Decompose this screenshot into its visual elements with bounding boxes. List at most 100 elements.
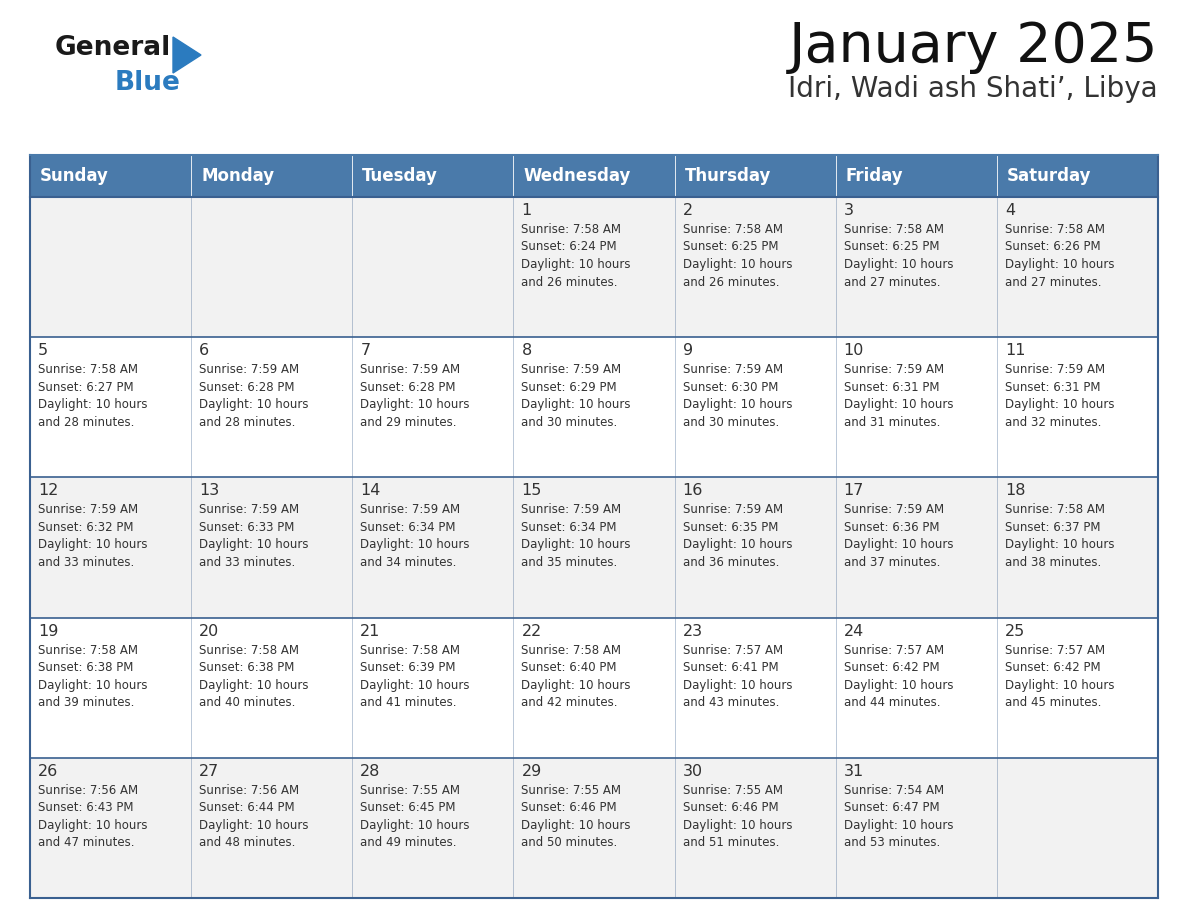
Text: 25: 25 bbox=[1005, 623, 1025, 639]
Text: 8: 8 bbox=[522, 343, 532, 358]
Bar bbox=[30, 477, 191, 618]
Text: 10: 10 bbox=[843, 343, 864, 358]
Bar bbox=[30, 197, 191, 337]
Text: Sunrise: 7:58 AM
Sunset: 6:38 PM
Daylight: 10 hours
and 39 minutes.: Sunrise: 7:58 AM Sunset: 6:38 PM Dayligh… bbox=[38, 644, 147, 709]
Bar bbox=[191, 337, 353, 477]
Text: 5: 5 bbox=[38, 343, 49, 358]
Text: 15: 15 bbox=[522, 484, 542, 498]
Text: Sunrise: 7:58 AM
Sunset: 6:25 PM
Daylight: 10 hours
and 26 minutes.: Sunrise: 7:58 AM Sunset: 6:25 PM Dayligh… bbox=[683, 223, 792, 288]
Text: Tuesday: Tuesday bbox=[362, 167, 438, 185]
Text: Sunrise: 7:59 AM
Sunset: 6:31 PM
Daylight: 10 hours
and 32 minutes.: Sunrise: 7:59 AM Sunset: 6:31 PM Dayligh… bbox=[1005, 364, 1114, 429]
Bar bbox=[353, 757, 513, 898]
Bar bbox=[997, 757, 1158, 898]
Text: Friday: Friday bbox=[846, 167, 903, 185]
Text: 20: 20 bbox=[200, 623, 220, 639]
Text: 21: 21 bbox=[360, 623, 380, 639]
Bar bbox=[191, 757, 353, 898]
Bar bbox=[353, 477, 513, 618]
Bar bbox=[675, 477, 835, 618]
Bar bbox=[191, 197, 353, 337]
Text: General: General bbox=[55, 35, 171, 61]
Polygon shape bbox=[173, 37, 201, 73]
Text: 26: 26 bbox=[38, 764, 58, 778]
Text: Blue: Blue bbox=[115, 70, 181, 96]
Bar bbox=[353, 618, 513, 757]
Text: 16: 16 bbox=[683, 484, 703, 498]
Text: 9: 9 bbox=[683, 343, 693, 358]
Text: Sunday: Sunday bbox=[40, 167, 109, 185]
Bar bbox=[675, 197, 835, 337]
Text: Sunrise: 7:55 AM
Sunset: 6:46 PM
Daylight: 10 hours
and 50 minutes.: Sunrise: 7:55 AM Sunset: 6:46 PM Dayligh… bbox=[522, 784, 631, 849]
Text: Wednesday: Wednesday bbox=[524, 167, 631, 185]
Text: Sunrise: 7:55 AM
Sunset: 6:45 PM
Daylight: 10 hours
and 49 minutes.: Sunrise: 7:55 AM Sunset: 6:45 PM Dayligh… bbox=[360, 784, 469, 849]
Text: 3: 3 bbox=[843, 203, 854, 218]
Text: 17: 17 bbox=[843, 484, 864, 498]
Bar bbox=[997, 337, 1158, 477]
Bar bbox=[30, 618, 191, 757]
Bar bbox=[353, 337, 513, 477]
Text: Sunrise: 7:59 AM
Sunset: 6:34 PM
Daylight: 10 hours
and 35 minutes.: Sunrise: 7:59 AM Sunset: 6:34 PM Dayligh… bbox=[522, 503, 631, 569]
Text: Sunrise: 7:55 AM
Sunset: 6:46 PM
Daylight: 10 hours
and 51 minutes.: Sunrise: 7:55 AM Sunset: 6:46 PM Dayligh… bbox=[683, 784, 792, 849]
Text: Sunrise: 7:59 AM
Sunset: 6:35 PM
Daylight: 10 hours
and 36 minutes.: Sunrise: 7:59 AM Sunset: 6:35 PM Dayligh… bbox=[683, 503, 792, 569]
Text: 7: 7 bbox=[360, 343, 371, 358]
Bar bbox=[30, 337, 191, 477]
Bar bbox=[835, 757, 997, 898]
Bar bbox=[835, 337, 997, 477]
Text: Sunrise: 7:59 AM
Sunset: 6:33 PM
Daylight: 10 hours
and 33 minutes.: Sunrise: 7:59 AM Sunset: 6:33 PM Dayligh… bbox=[200, 503, 309, 569]
Text: 22: 22 bbox=[522, 623, 542, 639]
Bar bbox=[513, 477, 675, 618]
Text: Sunrise: 7:57 AM
Sunset: 6:42 PM
Daylight: 10 hours
and 44 minutes.: Sunrise: 7:57 AM Sunset: 6:42 PM Dayligh… bbox=[843, 644, 953, 709]
Text: Sunrise: 7:56 AM
Sunset: 6:44 PM
Daylight: 10 hours
and 48 minutes.: Sunrise: 7:56 AM Sunset: 6:44 PM Dayligh… bbox=[200, 784, 309, 849]
Text: Thursday: Thursday bbox=[684, 167, 771, 185]
Text: Sunrise: 7:59 AM
Sunset: 6:36 PM
Daylight: 10 hours
and 37 minutes.: Sunrise: 7:59 AM Sunset: 6:36 PM Dayligh… bbox=[843, 503, 953, 569]
Text: 31: 31 bbox=[843, 764, 864, 778]
Text: Sunrise: 7:59 AM
Sunset: 6:29 PM
Daylight: 10 hours
and 30 minutes.: Sunrise: 7:59 AM Sunset: 6:29 PM Dayligh… bbox=[522, 364, 631, 429]
Text: 24: 24 bbox=[843, 623, 864, 639]
Text: 11: 11 bbox=[1005, 343, 1025, 358]
Text: Sunrise: 7:57 AM
Sunset: 6:41 PM
Daylight: 10 hours
and 43 minutes.: Sunrise: 7:57 AM Sunset: 6:41 PM Dayligh… bbox=[683, 644, 792, 709]
Text: 12: 12 bbox=[38, 484, 58, 498]
Text: 30: 30 bbox=[683, 764, 702, 778]
Text: Sunrise: 7:59 AM
Sunset: 6:34 PM
Daylight: 10 hours
and 34 minutes.: Sunrise: 7:59 AM Sunset: 6:34 PM Dayligh… bbox=[360, 503, 469, 569]
Text: 18: 18 bbox=[1005, 484, 1025, 498]
Text: Sunrise: 7:58 AM
Sunset: 6:37 PM
Daylight: 10 hours
and 38 minutes.: Sunrise: 7:58 AM Sunset: 6:37 PM Dayligh… bbox=[1005, 503, 1114, 569]
Text: Saturday: Saturday bbox=[1007, 167, 1092, 185]
Bar bbox=[353, 155, 513, 197]
Bar bbox=[513, 618, 675, 757]
Text: Sunrise: 7:59 AM
Sunset: 6:28 PM
Daylight: 10 hours
and 29 minutes.: Sunrise: 7:59 AM Sunset: 6:28 PM Dayligh… bbox=[360, 364, 469, 429]
Bar bbox=[191, 477, 353, 618]
Text: 19: 19 bbox=[38, 623, 58, 639]
Text: January 2025: January 2025 bbox=[789, 20, 1158, 74]
Bar bbox=[30, 155, 191, 197]
Text: Sunrise: 7:59 AM
Sunset: 6:30 PM
Daylight: 10 hours
and 30 minutes.: Sunrise: 7:59 AM Sunset: 6:30 PM Dayligh… bbox=[683, 364, 792, 429]
Bar bbox=[30, 757, 191, 898]
Bar bbox=[835, 155, 997, 197]
Bar bbox=[513, 757, 675, 898]
Bar bbox=[353, 197, 513, 337]
Text: Monday: Monday bbox=[201, 167, 274, 185]
Text: 6: 6 bbox=[200, 343, 209, 358]
Bar bbox=[835, 618, 997, 757]
Bar bbox=[513, 197, 675, 337]
Text: Sunrise: 7:58 AM
Sunset: 6:24 PM
Daylight: 10 hours
and 26 minutes.: Sunrise: 7:58 AM Sunset: 6:24 PM Dayligh… bbox=[522, 223, 631, 288]
Text: Sunrise: 7:58 AM
Sunset: 6:38 PM
Daylight: 10 hours
and 40 minutes.: Sunrise: 7:58 AM Sunset: 6:38 PM Dayligh… bbox=[200, 644, 309, 709]
Text: Idri, Wadi ash Shati’, Libya: Idri, Wadi ash Shati’, Libya bbox=[789, 75, 1158, 103]
Text: Sunrise: 7:58 AM
Sunset: 6:26 PM
Daylight: 10 hours
and 27 minutes.: Sunrise: 7:58 AM Sunset: 6:26 PM Dayligh… bbox=[1005, 223, 1114, 288]
Bar bbox=[997, 197, 1158, 337]
Text: Sunrise: 7:58 AM
Sunset: 6:40 PM
Daylight: 10 hours
and 42 minutes.: Sunrise: 7:58 AM Sunset: 6:40 PM Dayligh… bbox=[522, 644, 631, 709]
Text: 23: 23 bbox=[683, 623, 702, 639]
Text: Sunrise: 7:58 AM
Sunset: 6:39 PM
Daylight: 10 hours
and 41 minutes.: Sunrise: 7:58 AM Sunset: 6:39 PM Dayligh… bbox=[360, 644, 469, 709]
Text: 4: 4 bbox=[1005, 203, 1015, 218]
Bar bbox=[513, 155, 675, 197]
Text: Sunrise: 7:59 AM
Sunset: 6:32 PM
Daylight: 10 hours
and 33 minutes.: Sunrise: 7:59 AM Sunset: 6:32 PM Dayligh… bbox=[38, 503, 147, 569]
Bar bbox=[675, 337, 835, 477]
Text: Sunrise: 7:59 AM
Sunset: 6:31 PM
Daylight: 10 hours
and 31 minutes.: Sunrise: 7:59 AM Sunset: 6:31 PM Dayligh… bbox=[843, 364, 953, 429]
Bar bbox=[675, 757, 835, 898]
Text: Sunrise: 7:58 AM
Sunset: 6:25 PM
Daylight: 10 hours
and 27 minutes.: Sunrise: 7:58 AM Sunset: 6:25 PM Dayligh… bbox=[843, 223, 953, 288]
Text: Sunrise: 7:59 AM
Sunset: 6:28 PM
Daylight: 10 hours
and 28 minutes.: Sunrise: 7:59 AM Sunset: 6:28 PM Dayligh… bbox=[200, 364, 309, 429]
Text: 27: 27 bbox=[200, 764, 220, 778]
Bar bbox=[835, 477, 997, 618]
Bar bbox=[675, 155, 835, 197]
Text: 2: 2 bbox=[683, 203, 693, 218]
Text: 29: 29 bbox=[522, 764, 542, 778]
